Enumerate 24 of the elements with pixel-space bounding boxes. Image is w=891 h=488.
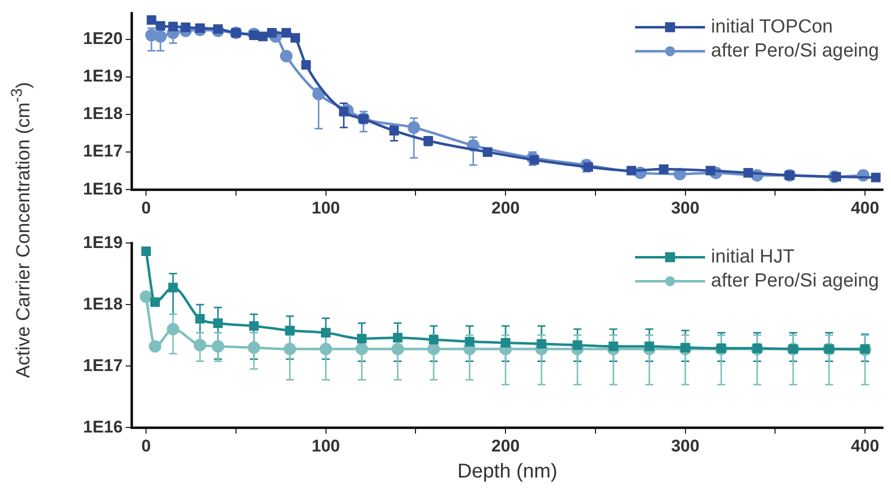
x-tick-label: 300: [671, 436, 700, 456]
legend-label: after Pero/Si ageing: [711, 270, 880, 292]
x-tick-label: 100: [312, 198, 340, 218]
x-tick-label: 400: [850, 436, 880, 456]
x-tick-label: 200: [491, 198, 520, 218]
y-tick-label: 1E18: [83, 294, 123, 314]
y-tick-label: 1E18: [83, 104, 123, 124]
y-tick-label: 1E17: [83, 142, 123, 161]
x-tick-label: 0: [141, 198, 151, 218]
legend-label: after Pero/Si ageing: [711, 40, 880, 62]
x-tick-label: 300: [671, 198, 700, 218]
y-tick-label: 1E16: [83, 417, 123, 436]
y-tick-label: 1E19: [83, 232, 123, 252]
x-tick-label: 400: [850, 198, 880, 218]
x-tick-label: 0: [141, 436, 151, 456]
y-tick-label: 1E19: [83, 66, 123, 86]
y-tick-label: 1E16: [83, 179, 123, 198]
legend-label: initial HJT: [711, 246, 795, 268]
x-axis-title: Depth (nm): [457, 460, 558, 483]
legend-label: initial TOPCon: [711, 16, 833, 38]
y-tick-label: 1E20: [83, 29, 123, 48]
x-tick-label: 200: [491, 436, 520, 456]
y-tick-label: 1E17: [83, 356, 123, 375]
x-tick-label: 100: [312, 436, 340, 456]
